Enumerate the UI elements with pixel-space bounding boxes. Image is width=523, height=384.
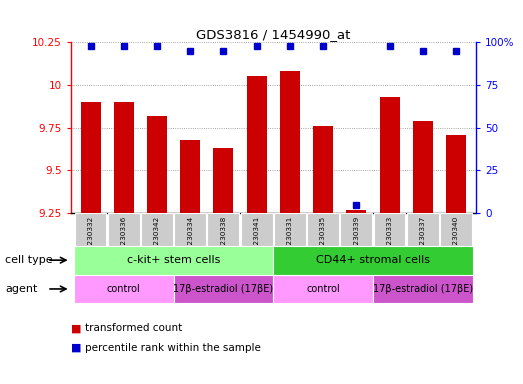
Bar	[274, 213, 306, 246]
Bar	[407, 213, 439, 246]
Text: GSM230338: GSM230338	[220, 215, 226, 260]
Text: CD44+ stromal cells: CD44+ stromal cells	[316, 255, 430, 265]
Bar	[380, 97, 400, 213]
Text: percentile rank within the sample: percentile rank within the sample	[85, 343, 260, 353]
Text: control: control	[107, 284, 141, 294]
Bar	[373, 275, 473, 303]
Bar	[440, 213, 472, 246]
Bar	[446, 134, 466, 213]
Bar	[280, 71, 300, 213]
Bar	[413, 121, 433, 213]
Bar	[147, 116, 167, 213]
Bar	[273, 246, 473, 275]
Bar	[74, 246, 273, 275]
Text: GSM230337: GSM230337	[420, 215, 426, 260]
Title: GDS3816 / 1454990_at: GDS3816 / 1454990_at	[196, 28, 350, 41]
Bar	[75, 213, 107, 246]
Text: GSM230339: GSM230339	[354, 215, 359, 260]
Text: 17β-estradiol (17βE): 17β-estradiol (17βE)	[373, 284, 473, 294]
Bar	[247, 76, 267, 213]
Bar	[174, 275, 273, 303]
Text: agent: agent	[5, 284, 38, 294]
Bar	[180, 140, 200, 213]
Text: GSM230341: GSM230341	[254, 215, 259, 260]
Bar	[241, 213, 272, 246]
Text: GSM230333: GSM230333	[386, 215, 393, 260]
Text: GSM230335: GSM230335	[320, 215, 326, 260]
Bar	[174, 213, 206, 246]
Bar	[114, 102, 134, 213]
Bar	[208, 213, 240, 246]
Text: ■: ■	[71, 343, 81, 353]
Bar	[141, 213, 173, 246]
Bar	[108, 213, 140, 246]
Text: GSM230342: GSM230342	[154, 215, 160, 260]
Text: control: control	[306, 284, 340, 294]
Text: ■: ■	[71, 323, 81, 333]
Text: GSM230340: GSM230340	[453, 215, 459, 260]
Text: GSM230334: GSM230334	[187, 215, 193, 260]
Bar	[346, 210, 366, 213]
Bar	[340, 213, 372, 246]
Bar	[313, 126, 333, 213]
Text: transformed count: transformed count	[85, 323, 182, 333]
Text: 17β-estradiol (17βE): 17β-estradiol (17βE)	[173, 284, 274, 294]
Text: GSM230331: GSM230331	[287, 215, 293, 260]
Text: GSM230332: GSM230332	[87, 215, 94, 260]
Text: GSM230336: GSM230336	[121, 215, 127, 260]
Bar	[307, 213, 339, 246]
Bar	[81, 102, 100, 213]
Bar	[273, 275, 373, 303]
Bar	[74, 275, 174, 303]
Bar	[213, 148, 233, 213]
Text: c-kit+ stem cells: c-kit+ stem cells	[127, 255, 220, 265]
Bar	[373, 213, 405, 246]
Text: cell type: cell type	[5, 255, 53, 265]
